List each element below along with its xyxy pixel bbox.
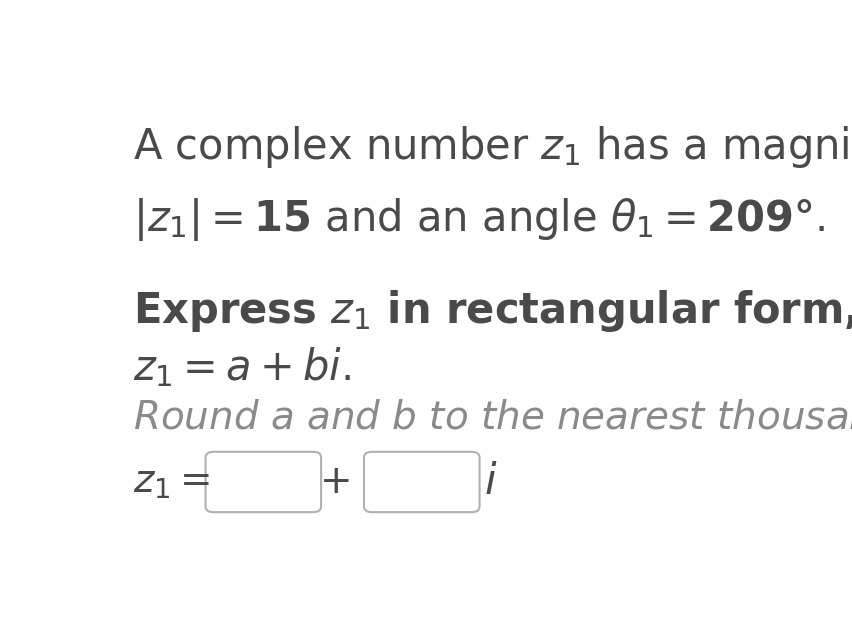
Text: $+$: $+$ xyxy=(319,463,349,501)
FancyBboxPatch shape xyxy=(205,452,321,512)
Text: A complex number $z_1$ has a magnitude: A complex number $z_1$ has a magnitude xyxy=(133,124,852,169)
Text: Express $z_1$ in rectangular form, as: Express $z_1$ in rectangular form, as xyxy=(133,288,852,334)
Text: $i$: $i$ xyxy=(484,461,498,503)
Text: $|z_1| = \mathbf{15}$ and an angle $\theta_1 = \mathbf{209°}.$: $|z_1| = \mathbf{15}$ and an angle $\the… xyxy=(133,196,825,243)
FancyBboxPatch shape xyxy=(364,452,480,512)
Text: $z_1 =$: $z_1 =$ xyxy=(133,463,210,501)
Text: Round $a$ and $b$ to the nearest thousandth.: Round $a$ and $b$ to the nearest thousan… xyxy=(133,399,852,437)
Text: $z_1 = a + bi.$: $z_1 = a + bi.$ xyxy=(133,345,351,389)
